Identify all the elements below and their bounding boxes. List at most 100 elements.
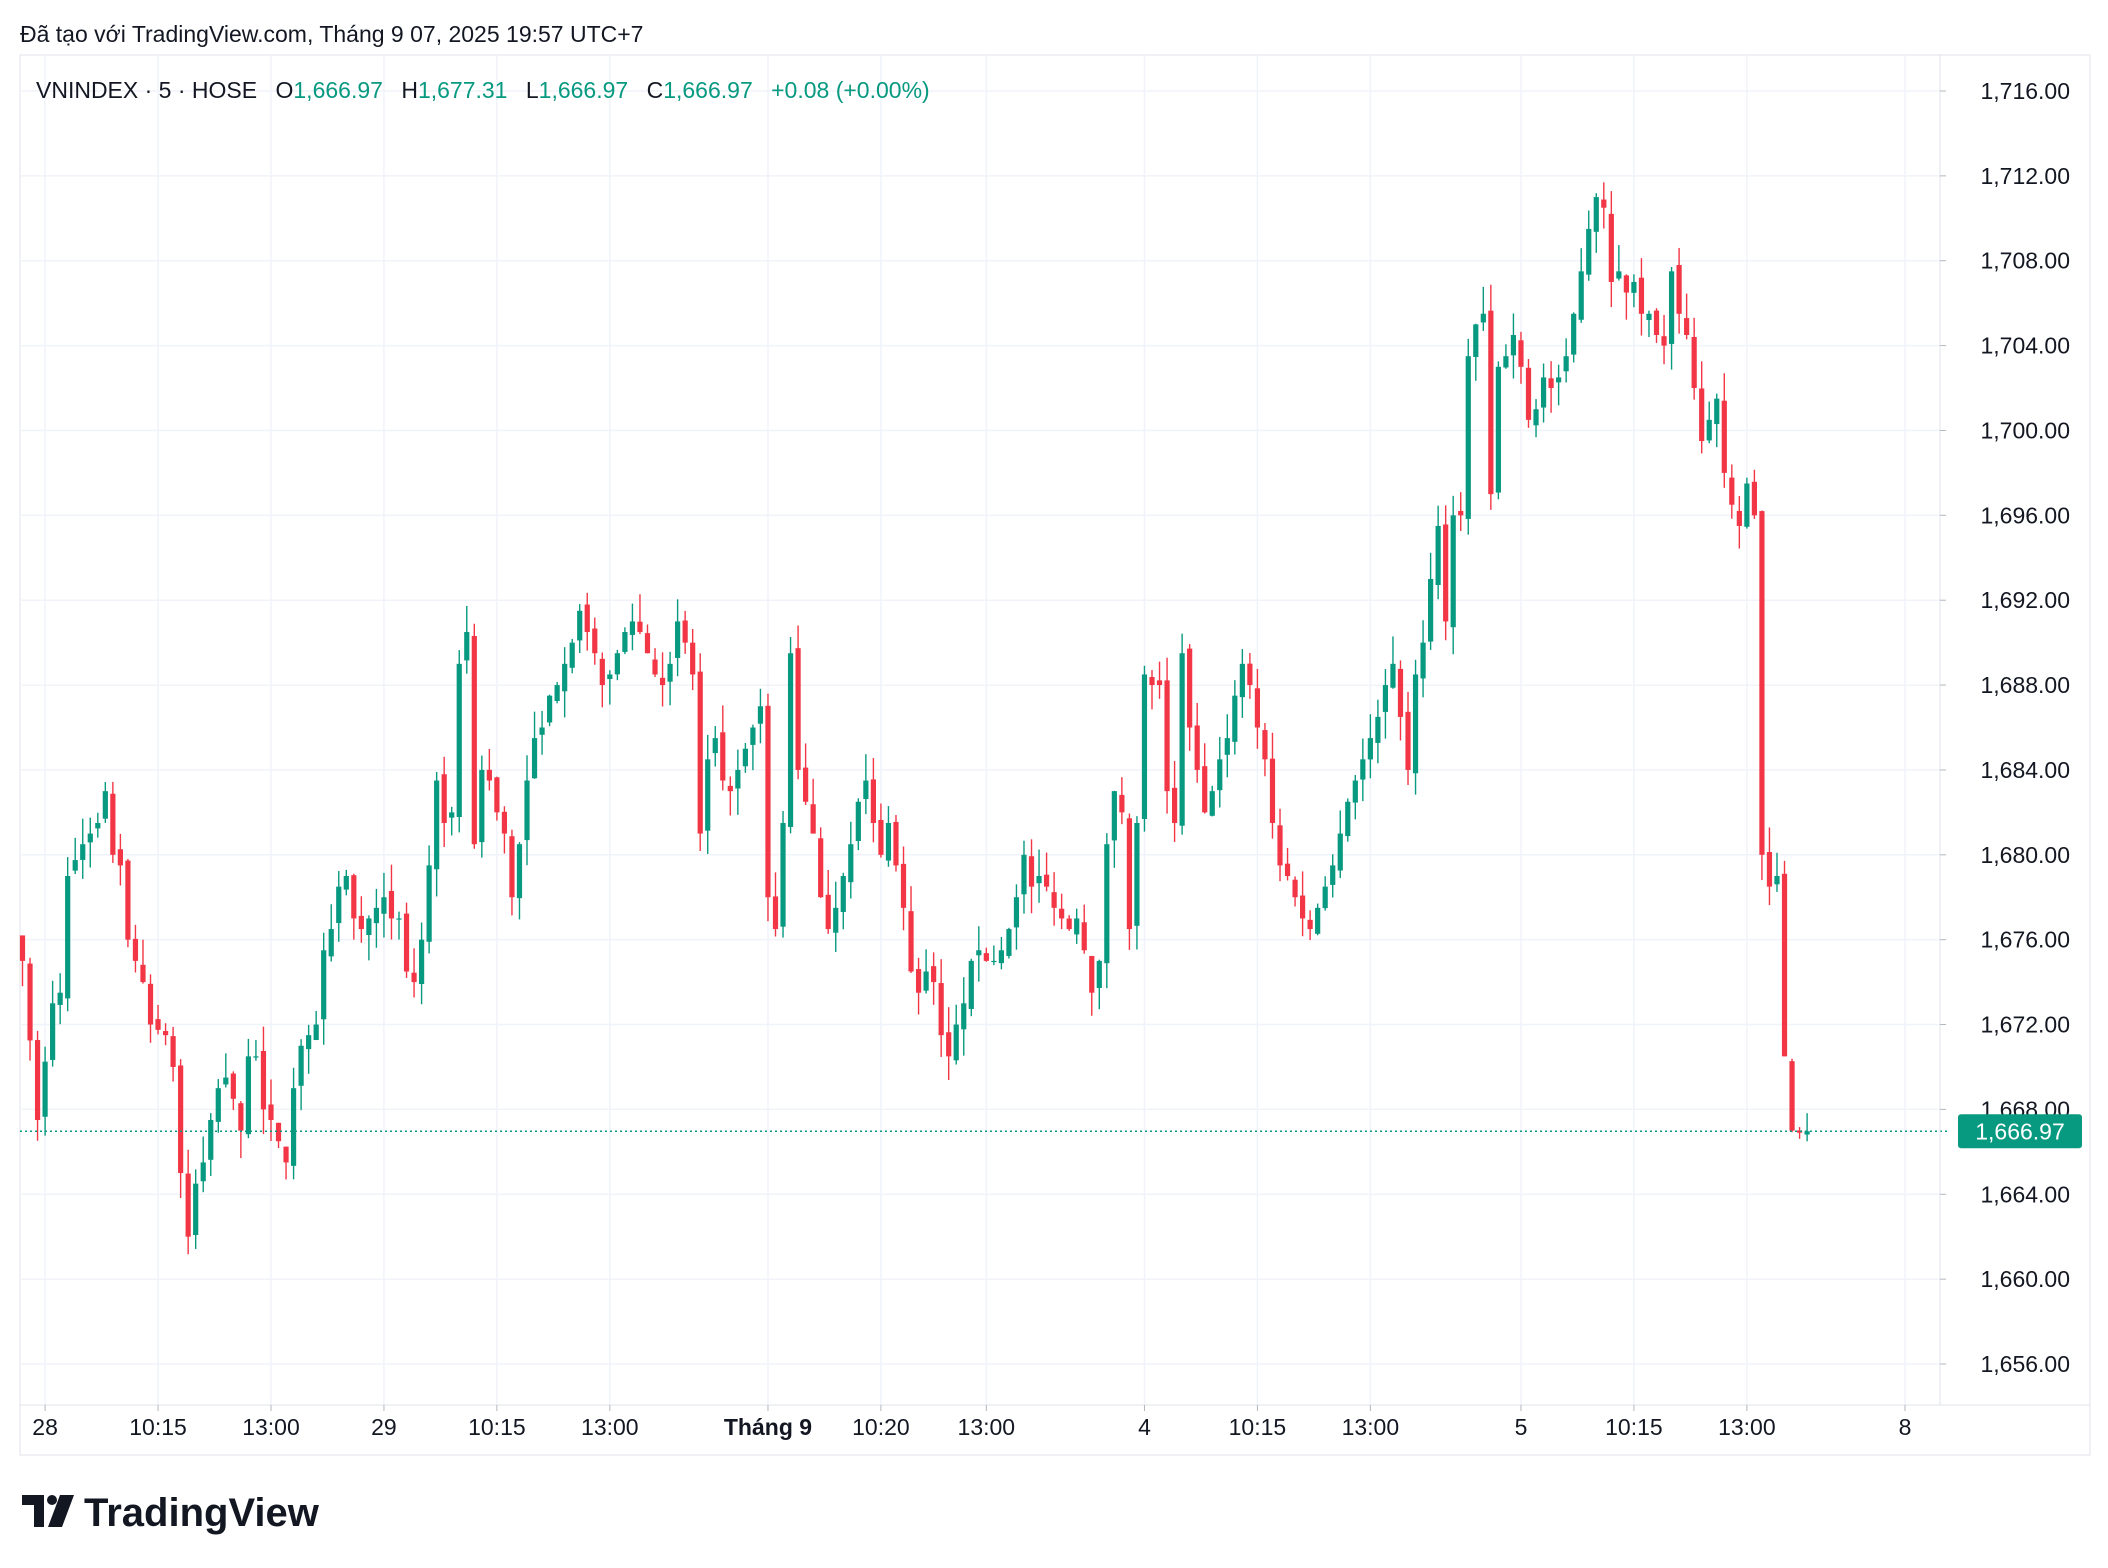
candle[interactable] <box>1563 338 1569 383</box>
candle[interactable] <box>418 922 425 1005</box>
candle[interactable] <box>931 952 937 1005</box>
candle[interactable] <box>366 915 372 961</box>
candle[interactable] <box>1375 699 1381 764</box>
candle[interactable] <box>833 881 839 953</box>
candles[interactable] <box>19 182 1810 1255</box>
candle[interactable] <box>998 937 1004 970</box>
candle[interactable] <box>1315 903 1321 936</box>
candle[interactable] <box>735 749 741 815</box>
candle[interactable] <box>1307 910 1313 941</box>
candle[interactable] <box>1269 732 1276 839</box>
candle[interactable] <box>1480 286 1486 331</box>
candle[interactable] <box>1668 267 1675 370</box>
candle[interactable] <box>1126 813 1133 950</box>
candle[interactable] <box>223 1053 229 1088</box>
candle[interactable] <box>757 688 764 744</box>
candle[interactable] <box>569 638 575 674</box>
candle[interactable] <box>388 864 395 940</box>
candle[interactable] <box>1202 743 1208 814</box>
candle[interactable] <box>1081 904 1087 954</box>
price-axis[interactable]: 1,716.00 1,712.00 1,708.00 1,704.00 1,700.00… <box>1940 78 2070 1377</box>
candle[interactable] <box>434 771 440 897</box>
candle[interactable] <box>1706 401 1712 444</box>
candle[interactable] <box>690 629 696 691</box>
candle[interactable] <box>1548 361 1554 413</box>
candle[interactable] <box>1684 293 1690 340</box>
candle[interactable] <box>1495 361 1501 500</box>
candle[interactable] <box>1744 477 1750 529</box>
candle[interactable] <box>554 682 560 704</box>
candle[interactable] <box>923 949 929 994</box>
candle[interactable] <box>358 896 364 943</box>
candle[interactable] <box>147 974 154 1043</box>
candle[interactable] <box>260 1026 267 1134</box>
candle[interactable] <box>65 857 71 1012</box>
candle[interactable] <box>1766 827 1773 906</box>
candle[interactable] <box>1239 649 1245 718</box>
candle[interactable] <box>1059 893 1065 930</box>
candle[interactable] <box>1104 833 1110 989</box>
candle[interactable] <box>742 743 748 773</box>
candle[interactable] <box>727 776 733 816</box>
candle[interactable] <box>306 1024 312 1074</box>
candle[interactable] <box>1345 798 1351 842</box>
candle[interactable] <box>516 842 523 920</box>
candle[interactable] <box>298 1039 304 1111</box>
candle[interactable] <box>1465 338 1471 535</box>
candle[interactable] <box>885 806 892 867</box>
candle[interactable] <box>178 1059 184 1199</box>
candle[interactable] <box>1458 492 1464 531</box>
candle[interactable] <box>27 957 33 1061</box>
candle[interactable] <box>343 869 349 896</box>
candle[interactable] <box>117 833 123 886</box>
candle[interactable] <box>1284 847 1291 881</box>
candle[interactable] <box>193 1169 199 1249</box>
candle[interactable] <box>1292 876 1298 907</box>
candle[interactable] <box>855 798 861 851</box>
candle[interactable] <box>961 977 967 1056</box>
candle[interactable] <box>396 911 402 940</box>
candle[interactable] <box>803 743 809 805</box>
candle[interactable] <box>509 829 515 916</box>
candle[interactable] <box>1661 314 1667 365</box>
candle[interactable] <box>1443 505 1449 641</box>
candle[interactable] <box>1360 738 1366 802</box>
candle[interactable] <box>1382 669 1389 739</box>
candle[interactable] <box>652 648 658 677</box>
candle[interactable] <box>290 1067 297 1180</box>
candle[interactable] <box>1232 680 1238 755</box>
candle[interactable] <box>644 624 651 654</box>
candle[interactable] <box>1646 310 1652 338</box>
candle[interactable] <box>456 650 462 833</box>
candle[interactable] <box>479 755 485 858</box>
candle[interactable] <box>1631 274 1637 308</box>
candle[interactable] <box>381 872 387 938</box>
candle[interactable] <box>215 1079 221 1133</box>
candle[interactable] <box>1556 364 1562 406</box>
candle[interactable] <box>1653 308 1660 343</box>
candle[interactable] <box>1043 852 1050 892</box>
candle[interactable] <box>1119 777 1125 825</box>
candle[interactable] <box>772 872 779 937</box>
candle[interactable] <box>1729 464 1735 519</box>
candle[interactable] <box>1367 714 1373 779</box>
candle[interactable] <box>1322 876 1328 911</box>
candle[interactable] <box>1796 1127 1803 1139</box>
candle[interactable] <box>607 670 613 705</box>
candle[interactable] <box>953 1004 959 1065</box>
candle[interactable] <box>87 817 93 868</box>
candle[interactable] <box>411 948 417 998</box>
candle[interactable] <box>1721 373 1727 488</box>
candle[interactable] <box>1804 1113 1810 1142</box>
candle[interactable] <box>1141 665 1148 832</box>
candle[interactable] <box>1676 247 1682 334</box>
candle[interactable] <box>1699 361 1705 454</box>
candle[interactable] <box>1759 510 1765 880</box>
candle[interactable] <box>1736 495 1742 549</box>
candle[interactable] <box>893 815 899 872</box>
candle[interactable] <box>991 945 997 966</box>
candle[interactable] <box>1510 313 1517 379</box>
candle[interactable] <box>1412 659 1419 795</box>
candle[interactable] <box>1518 331 1524 384</box>
candle[interactable] <box>1789 1058 1795 1133</box>
